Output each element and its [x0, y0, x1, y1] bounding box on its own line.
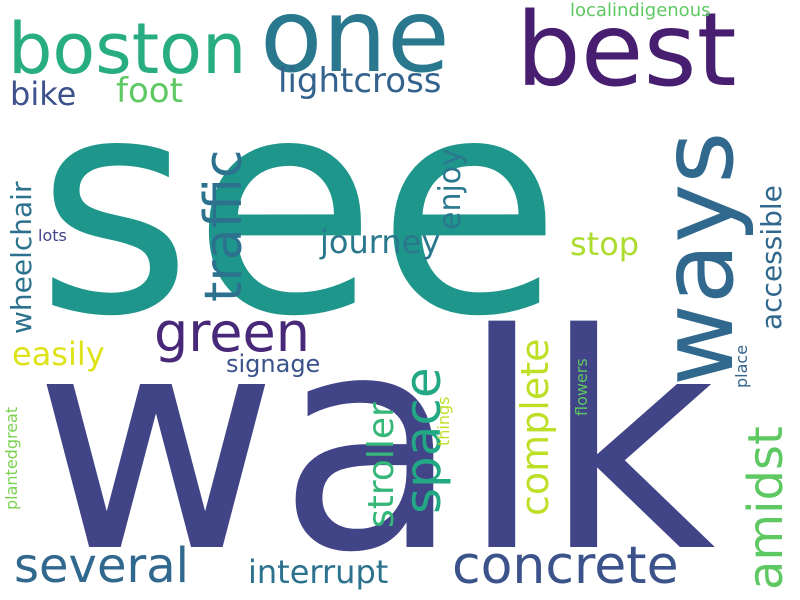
word-stop: stop [570, 225, 640, 263]
word-bike: bike [10, 75, 77, 113]
word-best: best [516, 0, 737, 110]
word-plantedgreat: plantedgreat [2, 406, 21, 510]
word-green: green [154, 301, 310, 364]
word-enjoy: enjoy [433, 148, 468, 230]
word-complete: complete [513, 338, 557, 517]
word-wheelchair: wheelchair [5, 181, 38, 334]
word-journey: journey [320, 223, 441, 261]
word-traffic: traffic [194, 149, 254, 303]
word-walk: walk [34, 271, 716, 600]
word-place: place [732, 344, 751, 388]
word-several: several [14, 538, 189, 594]
word-localindigenous: localindigenous [570, 0, 711, 21]
word-amidst: amidst [738, 426, 794, 590]
word-boston: boston [8, 8, 247, 90]
word-stroller: stroller [361, 402, 402, 528]
word-things: things [434, 396, 453, 447]
word-lightcross: lightcross [278, 61, 442, 101]
word-one: one [260, 0, 450, 96]
word-concrete: concrete [452, 536, 679, 596]
word-flowers: flowers [572, 358, 591, 416]
word-easily: easily [12, 335, 105, 373]
word-accessible: accessible [755, 185, 788, 330]
word-lots: lots [38, 226, 67, 245]
word-foot: foot [116, 71, 183, 111]
word-interrupt: interrupt [248, 553, 389, 591]
word-signage: signage [226, 350, 321, 378]
word-see: see [36, 33, 562, 382]
